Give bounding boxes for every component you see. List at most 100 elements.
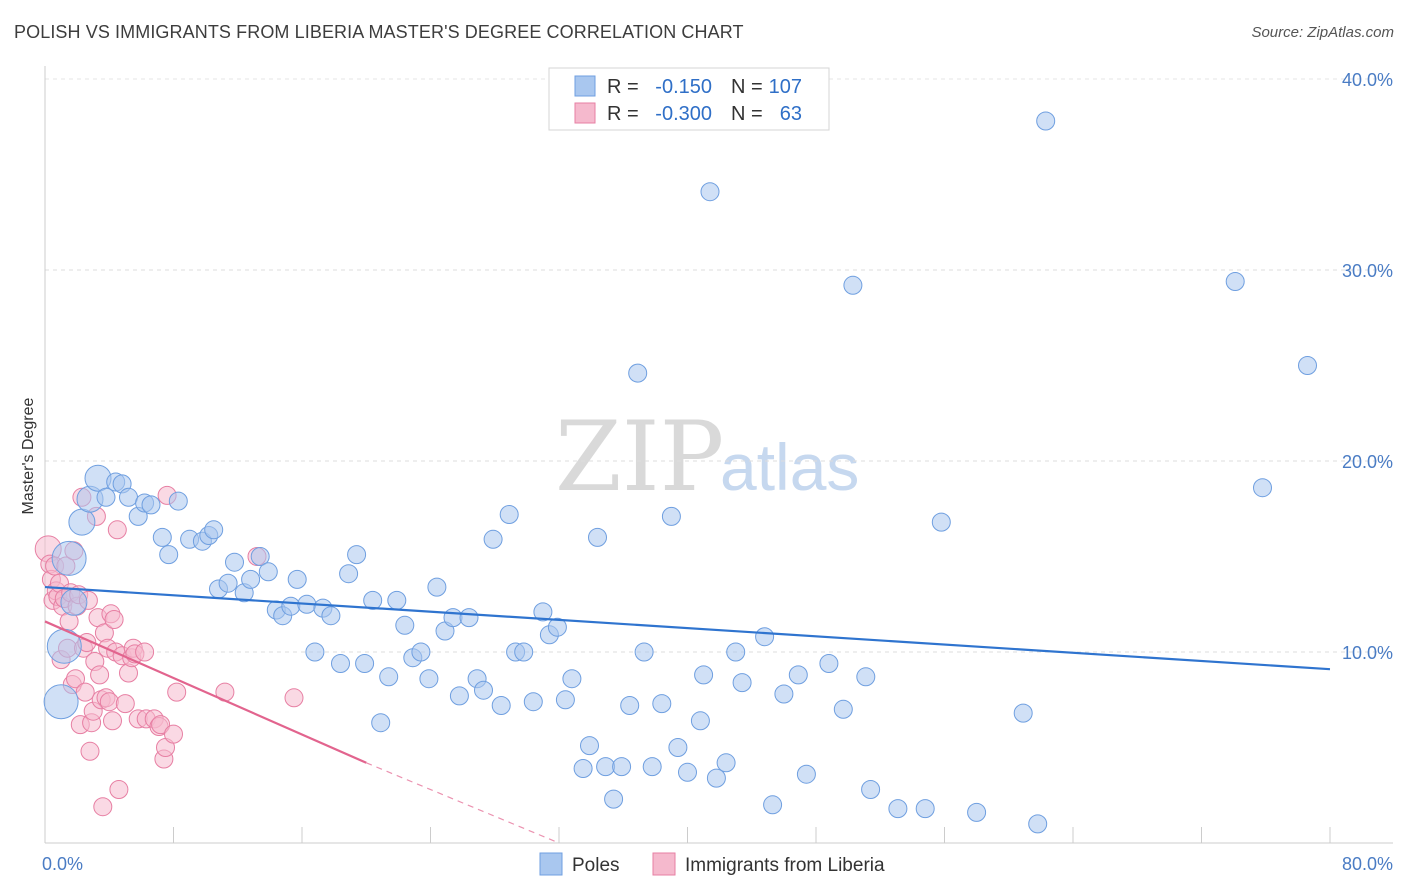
legend-n-label-poles: N = [731, 76, 763, 98]
legend-n-value-liberia: 63 [780, 103, 802, 125]
bottom-legend: Poles Immigrants from Liberia [539, 852, 885, 876]
poles-point-35 [321, 606, 341, 626]
poles-point-2 [51, 540, 87, 576]
poles-point-51 [449, 686, 469, 706]
poles-point-22 [218, 573, 238, 593]
poles-point-86 [755, 627, 775, 647]
legend-n-value-poles: 107 [769, 76, 802, 98]
poles-point-95 [861, 780, 881, 799]
axes [44, 66, 1393, 844]
poles-point-13 [141, 495, 161, 515]
liberia-point-47 [119, 663, 138, 683]
poles-point-85 [732, 673, 752, 693]
poles-point-37 [339, 564, 359, 584]
legend-frame [548, 67, 830, 131]
poles-point-25 [241, 569, 261, 589]
watermark-atlas: atlas [720, 430, 859, 504]
poles-point-52 [459, 608, 479, 628]
poles-point-93 [843, 275, 863, 295]
poles-point-46 [411, 642, 431, 662]
poles-point-82 [706, 768, 726, 788]
poles-point-106 [694, 665, 714, 685]
watermark-zip: ZIP [555, 401, 724, 513]
poles-point-57 [499, 505, 519, 524]
poles-point-40 [363, 590, 383, 610]
chart-title: POLISH VS IMMIGRANTS FROM LIBERIA MASTER… [14, 22, 744, 42]
poles-point-91 [819, 654, 839, 673]
liberia-point-52 [135, 642, 155, 662]
x-tick-label-0: 0.0% [42, 854, 83, 874]
x-tick-label-1: 80.0% [1342, 854, 1393, 874]
liberia-point-40 [103, 711, 122, 731]
bottom-legend-swatch-liberia [652, 852, 676, 876]
poles-point-78 [668, 738, 688, 757]
poles-point-68 [588, 527, 607, 547]
legend-r-label-poles: R = [607, 76, 639, 98]
poles-point-56 [491, 696, 511, 715]
poles-point-4 [68, 508, 96, 536]
poles-point-60 [523, 692, 543, 712]
bottom-legend-label-poles: Poles [572, 855, 620, 876]
poles-point-74 [634, 642, 654, 662]
poles-point-55 [483, 529, 503, 549]
poles-point-102 [1036, 111, 1056, 131]
liberia-point-44 [109, 780, 129, 799]
poles-point-77 [661, 506, 681, 526]
bottom-legend-label-liberia: Immigrants from Liberia [685, 855, 885, 876]
y-tick-label-1: 20.0% [1342, 452, 1393, 472]
legend-swatch-liberia [574, 102, 596, 124]
poles-point-72 [620, 696, 640, 715]
legend-r-value-liberia: -0.300 [655, 103, 712, 125]
poles-point-10 [119, 487, 138, 507]
poles-point-1 [43, 684, 79, 720]
poles-point-31 [287, 569, 307, 589]
poles-point-33 [305, 642, 325, 662]
poles-point-44 [395, 615, 415, 635]
poles-point-98 [931, 512, 951, 532]
poles-point-96 [888, 799, 908, 819]
poles-point-81 [700, 182, 720, 202]
grid-lines [45, 78, 1390, 653]
poles-point-64 [555, 690, 575, 710]
poles-point-87 [763, 795, 783, 815]
liberia-point-64 [284, 688, 304, 708]
poles-point-67 [580, 736, 599, 756]
poles-point-7 [96, 487, 116, 507]
poles-point-97 [915, 799, 935, 819]
poles-point-65 [562, 669, 582, 689]
poles-point-59 [514, 642, 534, 662]
liberia-point-34 [93, 797, 113, 817]
poles-point-26 [250, 547, 270, 566]
liberia-point-26 [80, 741, 100, 761]
poles-point-105 [1298, 356, 1317, 375]
series-poles [43, 111, 1317, 834]
y-tick-label-3: 40.0% [1342, 70, 1393, 90]
poles-point-94 [856, 667, 876, 687]
y-axis-label: Master's Degree [20, 397, 37, 514]
legend-n-label-liberia: N = [731, 103, 763, 125]
poles-point-38 [347, 545, 367, 565]
poles-point-90 [796, 764, 816, 784]
trend-line-poles [44, 585, 1331, 671]
poles-point-16 [168, 491, 188, 511]
poles-point-100 [1013, 703, 1033, 723]
poles-point-69 [596, 757, 616, 777]
poles-point-43 [387, 590, 407, 610]
liberia-point-56 [151, 715, 171, 735]
poles-point-79 [678, 762, 697, 782]
bottom-legend-swatch-poles [539, 852, 563, 876]
poles-point-61 [533, 602, 553, 622]
trend-line-liberia [44, 620, 367, 764]
poles-point-83 [716, 753, 736, 773]
poles-point-92 [833, 699, 853, 719]
liberia-point-32 [90, 665, 110, 685]
watermark: ZIP atlas [555, 401, 859, 513]
poles-point-101 [1028, 814, 1048, 834]
trend-lines [44, 585, 1331, 844]
poles-point-3 [60, 588, 88, 616]
liberia-point-61 [167, 682, 187, 702]
poles-point-63 [547, 617, 567, 637]
poles-point-42 [379, 667, 399, 687]
poles-point-47 [419, 669, 439, 689]
